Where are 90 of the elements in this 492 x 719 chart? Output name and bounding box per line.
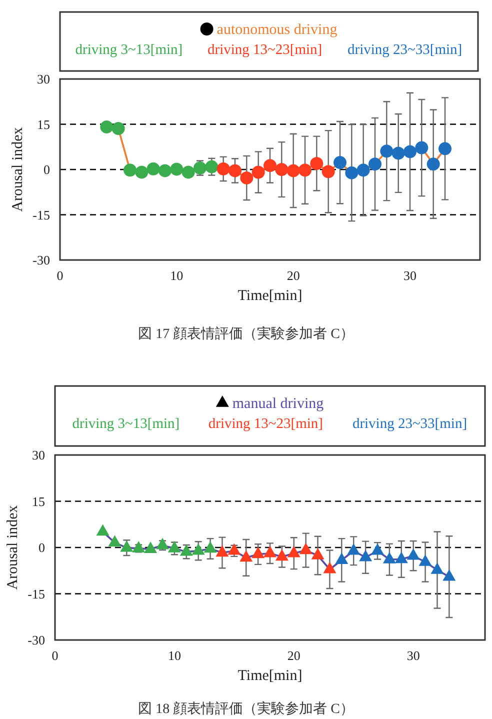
x-tick-label: 30: [404, 268, 416, 283]
text: autonomous driving: [216, 22, 338, 38]
text: manual driving: [232, 396, 324, 412]
text: driving 13~23[min]: [208, 416, 323, 432]
point: [299, 542, 312, 554]
point: [311, 548, 324, 560]
point: [382, 552, 396, 564]
y-tick-label: -15: [32, 207, 50, 222]
point: [392, 146, 405, 160]
x-tick-label: 10: [168, 648, 181, 663]
point: [168, 540, 181, 552]
point: [415, 141, 428, 154]
point: [334, 156, 346, 170]
point: [310, 156, 324, 170]
point: [96, 524, 110, 536]
point: [108, 535, 122, 546]
text: driving 23~33[min]: [352, 416, 468, 432]
y-axis-title: Arousal index: [10, 126, 26, 212]
point: [298, 164, 312, 177]
point: [158, 164, 172, 178]
y-tick-label: -30: [32, 252, 50, 268]
point: [135, 166, 148, 179]
point: [182, 166, 195, 179]
point: [124, 164, 136, 177]
point: [132, 540, 146, 552]
point: [286, 164, 300, 178]
y-tick-label: 30: [37, 72, 50, 86]
point: [442, 569, 456, 581]
point: [240, 550, 253, 562]
point: [146, 162, 160, 176]
point: [322, 165, 335, 178]
text: driving 3~13[min]: [75, 42, 183, 58]
point: [368, 158, 382, 171]
point: [240, 171, 254, 184]
y-tick-label: -15: [28, 586, 45, 602]
point: [418, 554, 432, 566]
point: [404, 145, 416, 158]
y-axis-title: Arousal index: [5, 504, 21, 590]
text: driving 23~33[min]: [348, 42, 462, 58]
point: [264, 546, 276, 558]
point: [430, 562, 444, 574]
point: [156, 538, 169, 550]
x-axis-title: Time[min]: [238, 668, 302, 684]
x-tick-label: 30: [406, 648, 420, 663]
text: driving 3~13[min]: [72, 416, 180, 432]
point: [394, 552, 408, 564]
point: [359, 550, 372, 562]
caption: 図 18 顔表情評価（実験参加者 C）: [138, 701, 354, 717]
y-tick-label: 15: [37, 116, 50, 132]
point: [170, 162, 184, 176]
point: [371, 543, 384, 555]
x-tick-label: 20: [286, 268, 300, 283]
point: [180, 544, 193, 556]
y-tick-label: -30: [28, 632, 45, 648]
y-tick-label: 15: [32, 494, 45, 509]
point: [323, 562, 336, 574]
point: [406, 548, 420, 560]
point: [287, 546, 300, 558]
point: [252, 546, 265, 558]
point: [205, 160, 218, 174]
point: [112, 122, 125, 135]
point: [345, 166, 358, 180]
point: [380, 144, 394, 158]
x-tick-label: 10: [170, 268, 184, 283]
point: [120, 540, 134, 552]
point: [356, 164, 370, 177]
point: [216, 545, 229, 557]
point: [335, 552, 348, 564]
point: [252, 166, 265, 179]
y-tick-label: 30: [32, 448, 45, 462]
point: [275, 163, 288, 176]
point: [228, 164, 242, 178]
y-tick-label: 0: [44, 162, 50, 177]
x-axis-title: Time[min]: [238, 288, 302, 304]
point: [100, 120, 114, 134]
point: [426, 158, 440, 171]
point: [192, 543, 205, 555]
point: [347, 543, 360, 555]
text: driving 13~23[min]: [208, 42, 322, 58]
point: [228, 543, 241, 555]
point: [204, 541, 217, 553]
point: [216, 162, 230, 176]
point: [275, 549, 288, 561]
caption: 図 17 顔表情評価（実験参加者 C）: [138, 326, 354, 342]
point: [144, 542, 158, 553]
point: [264, 159, 276, 172]
y-tick-label: 0: [38, 540, 45, 555]
point: [438, 142, 452, 156]
x-tick-label: 20: [287, 648, 300, 663]
x-tick-label: 0: [56, 268, 64, 283]
